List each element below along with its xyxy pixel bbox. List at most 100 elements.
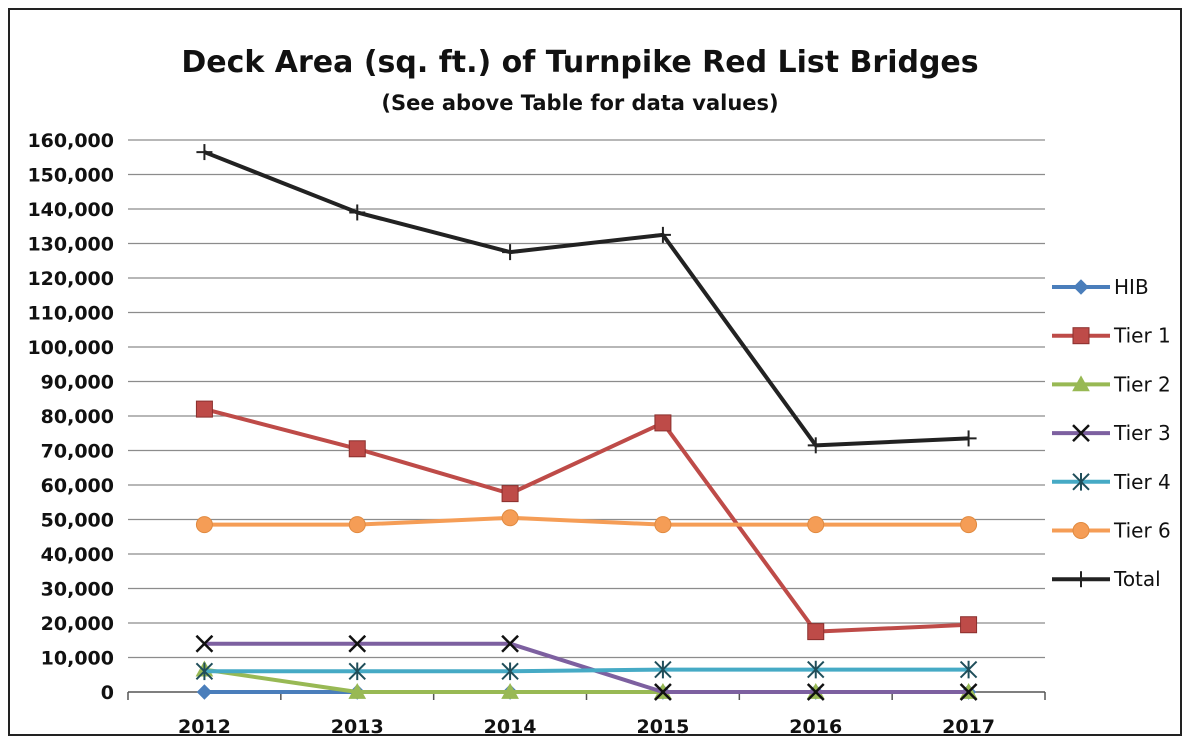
y-tick-label: 60,000 <box>41 475 114 497</box>
x-tick-label: 2016 <box>789 716 842 738</box>
legend-label: Tier 6 <box>1113 519 1171 543</box>
x-tick-label: 2012 <box>178 716 231 738</box>
data-point <box>196 684 213 700</box>
chart-title: Deck Area (sq. ft.) of Turnpike Red List… <box>181 45 978 80</box>
data-point-stroke <box>348 634 367 653</box>
y-tick-label: 0 <box>101 682 114 704</box>
series-lines <box>195 144 978 701</box>
data-point <box>654 683 672 701</box>
y-tick-label: 110,000 <box>27 303 114 325</box>
legend-label: Tier 2 <box>1113 372 1171 396</box>
series-line-tier-1 <box>203 407 969 634</box>
y-tick-label: 100,000 <box>27 337 114 359</box>
legend-label: Total <box>1113 567 1161 591</box>
y-tick-label: 30,000 <box>41 579 114 601</box>
y-tick-label: 130,000 <box>27 234 114 256</box>
y-tick-label: 150,000 <box>27 165 114 187</box>
data-point-stroke <box>1072 424 1090 442</box>
legend-label: Tier 4 <box>1113 470 1171 494</box>
y-tick-label: 80,000 <box>41 406 114 428</box>
legend-item-tier-2: Tier 2 <box>1052 372 1171 396</box>
data-point <box>654 414 672 432</box>
series-tier-1 <box>195 400 978 641</box>
data-point <box>501 509 519 527</box>
y-tick-label: 50,000 <box>41 510 114 532</box>
series-line-tier-6 <box>204 515 969 527</box>
data-point <box>959 683 978 701</box>
data-point <box>807 437 824 454</box>
data-point <box>806 683 825 701</box>
data-point <box>501 662 519 681</box>
data-point <box>654 660 672 679</box>
series-line-tier-4 <box>204 667 969 674</box>
data-point <box>960 616 978 634</box>
legend-label: Tier 3 <box>1113 421 1171 445</box>
series-tier-6 <box>195 509 978 534</box>
data-point-stroke <box>501 634 519 653</box>
data-point <box>196 144 213 161</box>
data-point <box>654 516 672 534</box>
data-point <box>807 660 825 679</box>
data-point-stroke <box>195 634 214 653</box>
y-tick-label: 120,000 <box>27 268 114 290</box>
chart-frame <box>8 8 1182 736</box>
legend-item-total: Total <box>1052 567 1161 591</box>
data-point <box>501 485 519 503</box>
series-tier-4 <box>195 660 978 681</box>
data-point <box>1072 424 1090 442</box>
data-point <box>1072 522 1090 539</box>
data-point <box>1072 375 1090 392</box>
data-point <box>654 226 671 243</box>
x-tick-label: 2013 <box>331 716 384 738</box>
data-point-stroke <box>959 683 978 701</box>
data-point <box>348 634 367 653</box>
legend: HIB Tier 1 Tier 2 Tier 3 Tier 4 Tier 6 Total <box>1052 275 1171 591</box>
series-line-tier-3 <box>204 641 969 694</box>
x-tick-label: 2015 <box>636 716 689 738</box>
legend-item-hib: HIB <box>1052 275 1149 299</box>
y-tick-label: 70,000 <box>41 441 114 463</box>
data-point <box>501 682 519 699</box>
data-point-stroke <box>654 683 672 701</box>
data-point <box>502 244 519 261</box>
chart-subtitle: (See above Table for data values) <box>381 91 778 115</box>
data-point-stroke <box>806 683 825 701</box>
y-tick-label: 140,000 <box>27 199 114 221</box>
series-line-total <box>203 150 969 448</box>
legend-label: HIB <box>1114 275 1149 299</box>
data-point <box>807 516 825 534</box>
legend-item-tier-3: Tier 3 <box>1052 421 1171 445</box>
axes: 0 10,000 20,000 30,000 40,000 50,000 60,000 70,… <box>27 130 1046 738</box>
data-point <box>960 430 977 447</box>
y-tick-label: 10,000 <box>41 648 114 670</box>
data-point <box>348 516 366 534</box>
legend-item-tier-1: Tier 1 <box>1052 324 1171 348</box>
y-tick-label: 160,000 <box>27 130 114 152</box>
y-tick-label: 20,000 <box>41 613 114 635</box>
data-point <box>807 623 825 641</box>
data-point <box>348 682 367 699</box>
legend-item-tier-4: Tier 4 <box>1052 470 1171 494</box>
data-point <box>348 440 366 458</box>
data-point <box>1073 571 1089 588</box>
data-point <box>348 662 366 681</box>
legend-item-tier-6: Tier 6 <box>1052 519 1171 543</box>
data-point <box>959 660 978 679</box>
x-tick-label: 2017 <box>942 716 995 738</box>
legend-label: Tier 1 <box>1113 324 1171 348</box>
data-point <box>195 662 214 681</box>
data-point <box>195 516 213 534</box>
data-point <box>501 634 519 653</box>
y-tick-label: 90,000 <box>41 372 114 394</box>
data-point <box>195 400 213 418</box>
data-point <box>1073 279 1089 295</box>
data-point <box>195 634 214 653</box>
y-tick-label: 40,000 <box>41 544 114 566</box>
series-total <box>196 144 977 454</box>
gridlines <box>128 139 1045 659</box>
data-point <box>349 204 366 221</box>
data-point <box>1072 327 1090 345</box>
data-point <box>1072 473 1090 491</box>
data-point <box>960 516 978 534</box>
